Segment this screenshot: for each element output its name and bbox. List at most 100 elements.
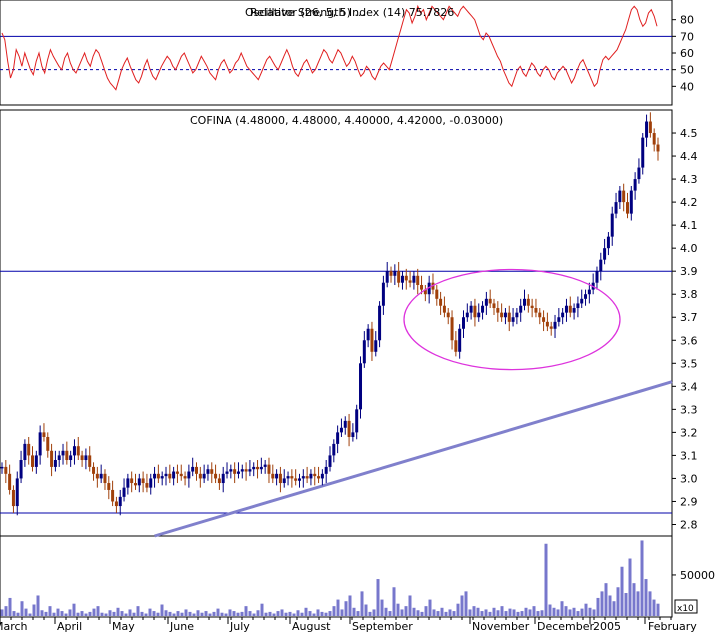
candle-body [111, 489, 115, 502]
volume-bar [156, 612, 160, 616]
candle-body [519, 305, 523, 313]
candle-body [11, 489, 15, 507]
rsi-tick-label: 50 [680, 64, 694, 77]
candle-body [164, 473, 168, 477]
volume-bar [36, 595, 40, 616]
volume-bar [12, 611, 16, 616]
volume-bar [496, 610, 500, 616]
candle-body [378, 305, 382, 341]
volume-bar [412, 607, 416, 616]
rsi-tick-label: 40 [680, 80, 694, 93]
volume-bar [44, 611, 48, 616]
candle-body [175, 471, 179, 474]
rsi-reference-lines [0, 35, 672, 71]
price-tick-label: 3.1 [680, 449, 698, 462]
candle-body [187, 471, 191, 479]
candle-body [156, 473, 160, 479]
volume-bar [260, 603, 264, 616]
volume-bar [256, 610, 260, 616]
volume-bar [428, 599, 432, 616]
volume-bar [68, 609, 72, 616]
volume-bar [552, 607, 556, 616]
volume-bar [80, 611, 84, 616]
indicator-title: Relative Strength Index (14) 75.7826 [250, 6, 454, 19]
candle-body [488, 298, 492, 304]
candle-body [229, 469, 233, 472]
volume-bar [136, 606, 140, 616]
candle-body [362, 340, 366, 364]
candle-body [118, 496, 122, 507]
volume-bar [240, 611, 244, 616]
candle-body [76, 446, 80, 456]
volume-bar [92, 608, 96, 616]
price-tick-label: 4.3 [680, 173, 698, 186]
candle-body [214, 473, 218, 479]
candle-body [141, 478, 145, 484]
candle-body [523, 298, 527, 306]
volume-bar [72, 603, 76, 616]
candle-body [168, 473, 172, 479]
candle-body [320, 473, 324, 479]
candle-body [656, 144, 660, 152]
candle-body [595, 271, 599, 283]
candle-body [343, 420, 347, 428]
candle-body [38, 432, 42, 456]
candle-body [648, 121, 652, 134]
volume-bar [564, 606, 568, 616]
candle-body [633, 179, 637, 191]
x-tick-label: November [472, 620, 530, 632]
candle-body [328, 455, 332, 467]
volume-bar [488, 611, 492, 616]
volume-bar [420, 611, 424, 616]
volume-bar [252, 613, 256, 616]
x-tick-label: December [537, 620, 595, 632]
volume-bar [100, 612, 104, 616]
candle-body [206, 469, 210, 474]
volume-bar [556, 609, 560, 616]
volume-bar [128, 609, 132, 616]
candle-body [210, 469, 214, 474]
candle-body [236, 471, 240, 474]
volume-bar [60, 611, 64, 616]
volume-bar [460, 595, 464, 616]
candle-body [469, 305, 473, 313]
volume-bar [40, 610, 44, 616]
candle-body [538, 312, 542, 318]
candle-body [0, 466, 4, 469]
indicator-overlay-title: Oscillator (26, 5, 5) ... [245, 6, 365, 19]
candle-body [381, 282, 385, 306]
volume-bar [104, 613, 108, 616]
volume-bar [196, 610, 200, 616]
candle-body [534, 308, 538, 313]
highlight-ellipse [403, 268, 621, 371]
candle-body [606, 236, 610, 249]
candle-body [336, 432, 340, 444]
volume-bar [608, 595, 612, 616]
candle-body [622, 190, 626, 203]
volume-bar [324, 612, 328, 616]
candle-body [442, 305, 446, 313]
volume-bar [0, 609, 4, 616]
candle-body [584, 294, 588, 299]
volume-bar [328, 611, 332, 616]
candle-body [481, 305, 485, 313]
candle-body [149, 478, 153, 488]
volume-bar [8, 597, 12, 616]
candle-body [225, 471, 229, 474]
candle-body [427, 282, 431, 295]
volume-bar [164, 610, 168, 616]
volume-bar [624, 593, 628, 616]
candle-body [183, 476, 187, 479]
volume-bar [636, 591, 640, 616]
price-tick-label: 3.4 [680, 380, 698, 393]
candle-body [221, 473, 225, 484]
candle-body [450, 317, 454, 341]
volume-bar [408, 595, 412, 616]
volume-bar [244, 606, 248, 616]
volume-bar [604, 583, 608, 616]
candle-body [153, 473, 157, 479]
volume-y-axis: 50000 [672, 569, 715, 582]
candle-body [492, 303, 496, 309]
volume-bar [204, 611, 208, 616]
price-tick-label: 3.6 [680, 334, 698, 347]
